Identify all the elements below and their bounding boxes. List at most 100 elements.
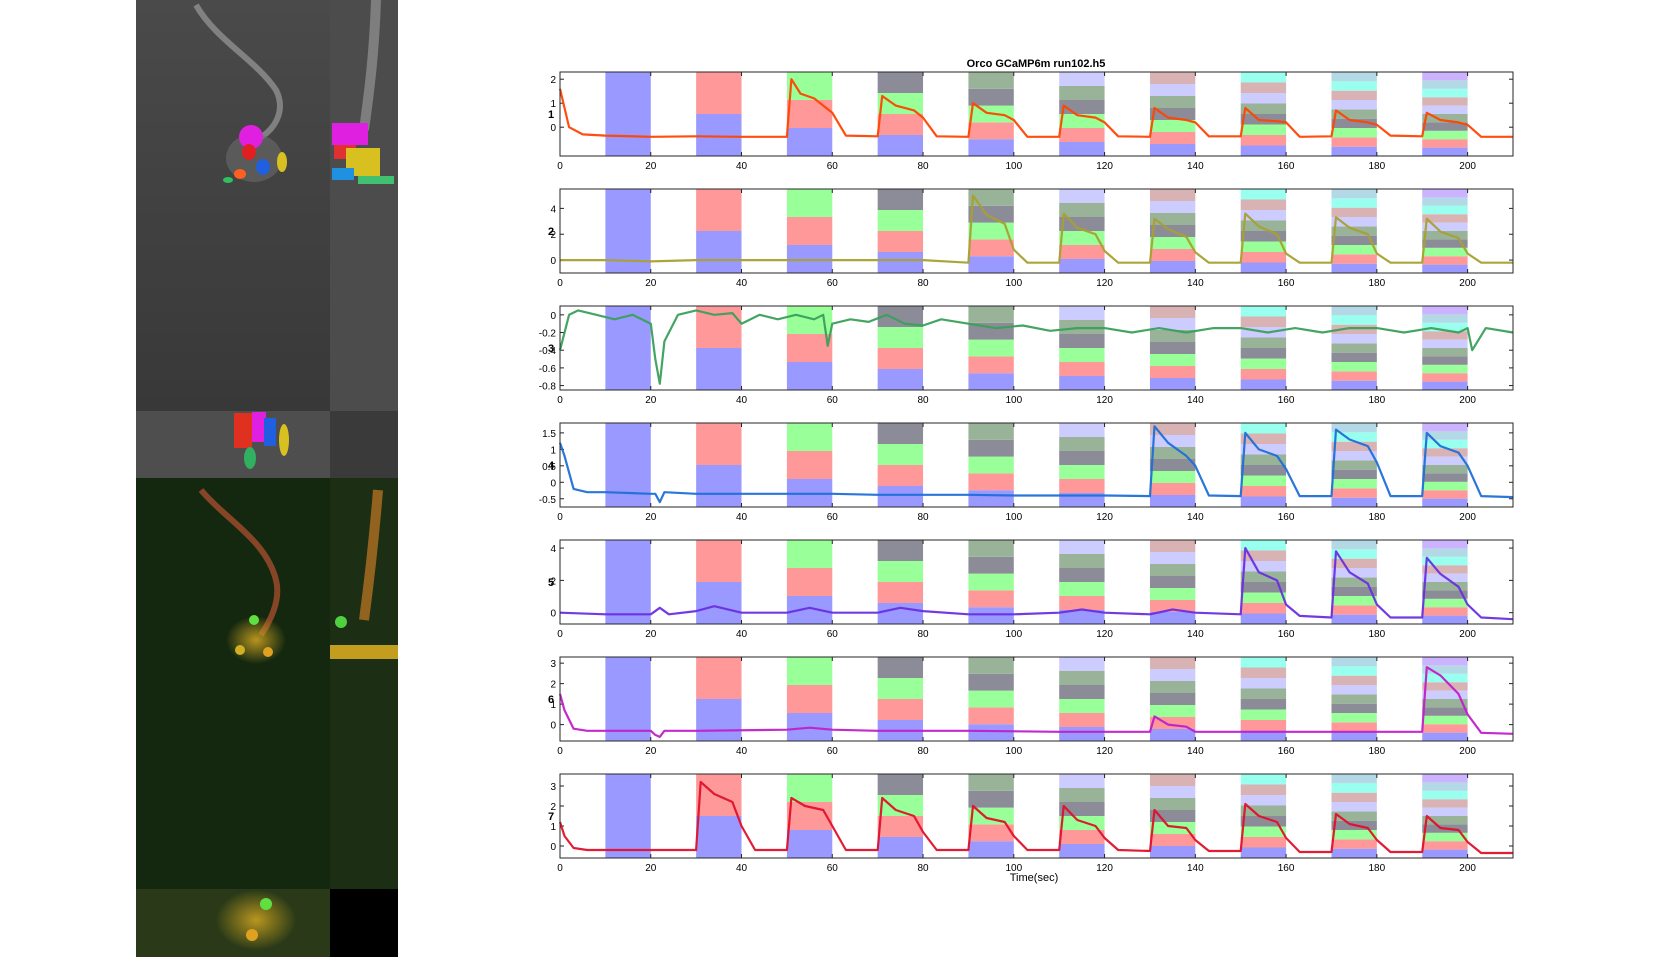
stimulus-band [1422, 306, 1468, 315]
y-tick-label: 2 [550, 802, 556, 813]
stimulus-band [1149, 693, 1196, 705]
stimulus-band [1422, 214, 1468, 223]
x-tick-label: 120 [1096, 512, 1113, 523]
stimulus-band [786, 189, 833, 217]
stimulus-band [1149, 669, 1196, 681]
stimulus-band [1059, 596, 1105, 610]
roi-number-label: 3 [548, 343, 554, 355]
stimulus-band [877, 774, 924, 795]
stimulus-band [968, 774, 1014, 791]
stimulus-band [877, 561, 924, 582]
stimulus-band [968, 490, 1014, 507]
stimulus-band [1240, 678, 1287, 689]
x-tick-label: 120 [1096, 746, 1113, 757]
roi-number-label: 4 [548, 460, 555, 472]
stimulus-band [1331, 81, 1377, 91]
stimulus-band [1240, 262, 1287, 273]
stimulus-band [1422, 607, 1468, 616]
stimulus-band [605, 72, 651, 156]
x-tick-label: 20 [645, 746, 657, 757]
stimulus-band [1240, 444, 1287, 455]
stimulus-band [1331, 137, 1377, 147]
stimulus-band [1422, 582, 1468, 591]
stimulus-band [1422, 373, 1468, 382]
stimulus-band [968, 790, 1014, 808]
stimulus-band [877, 657, 924, 678]
stimulus-band [1240, 571, 1287, 582]
x-tick-label: 40 [736, 512, 748, 523]
stimulus-band [1331, 72, 1377, 82]
stimulus-band [1422, 556, 1468, 566]
axes-frame [559, 422, 1514, 508]
stimulus-band [877, 252, 924, 273]
stimulus-band [1240, 337, 1287, 348]
y-tick-label: 1 [550, 99, 556, 110]
x-tick-label: 120 [1096, 161, 1113, 172]
stimulus-band [877, 540, 924, 561]
stimulus-band [877, 423, 924, 444]
stimulus-band [1331, 343, 1377, 353]
x-tick-label: 200 [1459, 395, 1476, 406]
stimulus-band [1149, 108, 1196, 120]
stimulus-band [1059, 568, 1105, 582]
stimulus-band [1422, 205, 1468, 215]
stimulus-band [968, 724, 1014, 741]
stimulus-band [1240, 784, 1287, 795]
stimulus-band [696, 657, 742, 699]
stimulus-band [696, 231, 742, 273]
stimulus-band [1149, 261, 1196, 273]
stimulus-band [1149, 354, 1196, 366]
stimulus-band [968, 590, 1014, 608]
stimulus-band [1331, 783, 1377, 793]
stimulus-band [1149, 552, 1196, 564]
stimulus-band [1149, 705, 1196, 717]
stimulus-band [1422, 707, 1468, 716]
x-tick-label: 160 [1278, 746, 1295, 757]
stimulus-band [605, 540, 651, 624]
x-tick-label: 180 [1369, 629, 1386, 640]
stimulus-band [1331, 802, 1377, 812]
stimulus-band [1240, 486, 1287, 497]
y-tick-label: 0 [550, 478, 556, 489]
y-tick-label: 1 [550, 822, 556, 833]
stimulus-band [1331, 568, 1377, 578]
stimulus-band [696, 189, 742, 231]
stimulus-band [1059, 540, 1105, 554]
stimulus-band [1149, 144, 1196, 156]
x-tick-label: 80 [917, 863, 929, 874]
x-tick-label: 100 [1005, 863, 1022, 874]
roi-overlay-yellow [277, 152, 287, 172]
stimulus-band [1331, 432, 1377, 442]
stimulus-band [1331, 848, 1377, 858]
stimulus-band [1422, 816, 1468, 825]
stimulus-band [1422, 122, 1468, 131]
stimulus-band [968, 88, 1014, 106]
stimulus-band [1422, 498, 1468, 507]
stimulus-band [1240, 231, 1287, 242]
stimulus-band [1422, 465, 1468, 474]
stimulus-band [877, 327, 924, 348]
stimulus-band [877, 795, 924, 816]
stimulus-band [1149, 798, 1196, 810]
roi-side-green [358, 176, 394, 184]
x-tick-label: 20 [645, 278, 657, 289]
x-tick-label: 180 [1369, 395, 1386, 406]
roi-trace-line [559, 546, 1514, 621]
stimulus-band [1149, 729, 1196, 741]
stimulus-band [1149, 786, 1196, 798]
stimulus-band [1059, 554, 1105, 568]
x-tick-label: 40 [736, 161, 748, 172]
stimulus-band [1240, 561, 1287, 572]
grayscale-yz-view [330, 0, 398, 411]
x-tick-label: 200 [1459, 278, 1476, 289]
stimulus-band [1240, 316, 1287, 327]
x-tick-label: 80 [917, 746, 929, 757]
stimulus-band [1422, 799, 1468, 808]
stimulus-band [1240, 433, 1287, 444]
stimulus-band [1149, 435, 1196, 447]
stimulus-band [1422, 715, 1468, 725]
stimulus-band [877, 210, 924, 231]
stimulus-band [1240, 306, 1287, 317]
stimulus-band [1149, 120, 1196, 132]
